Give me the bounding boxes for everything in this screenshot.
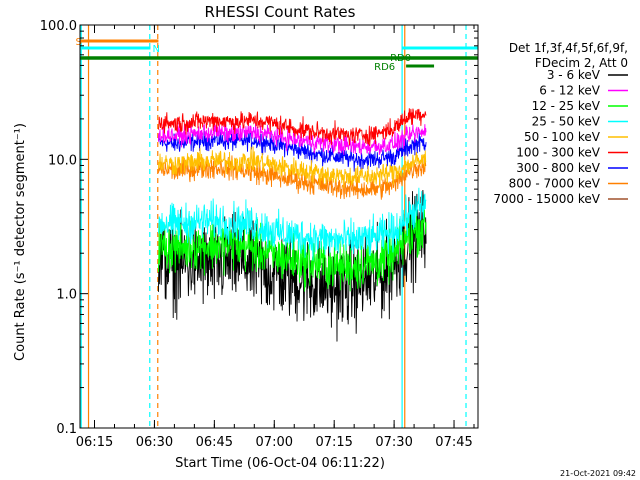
plot-frame <box>79 24 479 429</box>
legend-entry-label: 100 - 300 keV <box>516 146 600 160</box>
legend-title: Det 1f,3f,4f,5f,6f,9f, <box>509 41 628 55</box>
state-label: S <box>76 37 82 48</box>
vertical-lines <box>80 25 467 428</box>
x-tick-label: 07:15 <box>315 435 352 450</box>
legend-entry-label: 25 - 50 keV <box>532 115 601 129</box>
legend-title: FDecim 2, Att 0 <box>535 56 628 70</box>
legend-entry-label: 7000 - 15000 keV <box>493 192 600 206</box>
y-tick-label: 100.0 <box>40 19 77 34</box>
state-label: N <box>152 44 159 55</box>
legend-entry-label: 300 - 800 keV <box>516 161 600 175</box>
axis-ticks: 0.1 1.0 10.0 100.0 06:15 06:30 06:45 07:00 07:15… <box>40 19 478 450</box>
x-tick-label: 07:30 <box>375 435 412 450</box>
series-layer <box>157 108 427 342</box>
x-tick-label: 07:45 <box>435 435 472 450</box>
series-line <box>157 121 427 156</box>
x-tick-label: 06:15 <box>76 435 113 450</box>
legend-entry-label: 3 - 6 keV <box>547 68 601 82</box>
legend: Det 1f,3f,4f,5f,6f,9f,FDecim 2, Att 03 -… <box>493 41 628 206</box>
x-axis-label: Start Time (06-Oct-04 06:11:22) <box>175 456 385 471</box>
series-line <box>157 146 427 189</box>
y-axis-label: Count Rate (s⁻¹ detector segment⁻¹) <box>13 123 28 361</box>
y-tick-label: 10.0 <box>48 153 77 168</box>
legend-entry-label: 50 - 100 keV <box>524 130 601 144</box>
y-tick-label: 1.0 <box>56 288 77 303</box>
legend-entry-label: 6 - 12 keV <box>539 84 601 98</box>
state-label: RD0 <box>390 53 411 64</box>
series-line <box>157 108 427 147</box>
series-line <box>157 187 427 261</box>
state-label: RD6 <box>374 62 395 73</box>
series-line <box>157 127 427 172</box>
chart-title: RHESSI Count Rates <box>205 3 356 21</box>
legend-entry-label: 800 - 7000 keV <box>509 177 601 191</box>
x-tick-label: 07:00 <box>256 435 293 450</box>
legend-entry-label: 12 - 25 keV <box>532 99 601 113</box>
x-tick-label: 06:45 <box>196 435 233 450</box>
y-tick-label: 0.1 <box>56 422 77 437</box>
series-line <box>157 196 427 292</box>
footer-date: 21-Oct-2021 09:42 <box>560 469 636 478</box>
x-tick-label: 06:30 <box>136 435 173 450</box>
